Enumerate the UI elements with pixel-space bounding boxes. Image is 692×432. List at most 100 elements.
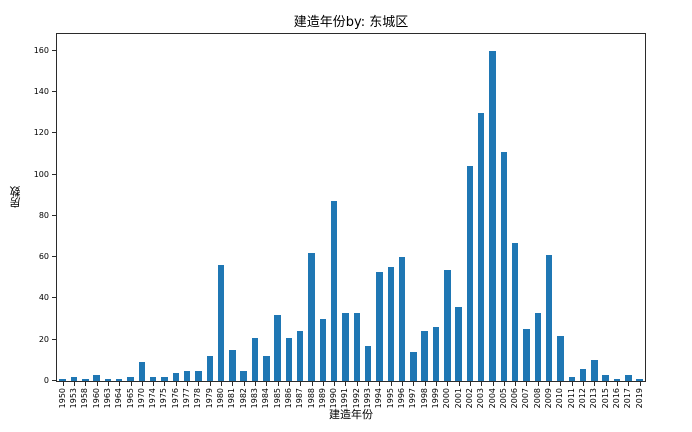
y-tick-label: 160 <box>33 45 49 55</box>
bar-slot-1983: 1983 <box>249 34 260 408</box>
bar-slot-2006: 2006 <box>510 34 521 408</box>
bar-slot-1979: 1979 <box>204 34 215 408</box>
bar-slot-1981: 1981 <box>227 34 238 408</box>
x-tick-mark <box>141 382 143 386</box>
bar-slot-1977: 1977 <box>181 34 192 408</box>
x-tick-mark <box>616 382 618 386</box>
x-tick-mark <box>243 382 245 386</box>
bar-slot-2016: 2016 <box>611 34 622 408</box>
y-tick-mark <box>52 297 56 299</box>
x-tick-mark <box>605 382 607 386</box>
bar-slot-1999: 1999 <box>430 34 441 408</box>
x-tick-mark <box>549 382 551 386</box>
bar-1950 <box>59 378 66 381</box>
bar-slot-1958: 1958 <box>80 34 91 408</box>
x-tick-mark <box>402 382 404 386</box>
bar-2006 <box>511 242 519 381</box>
y-tick-label: 80 <box>38 210 49 220</box>
x-tick-mark <box>368 382 370 386</box>
bar-2009 <box>545 255 553 381</box>
x-tick-mark <box>583 382 585 386</box>
bar-slot-1950: 1950 <box>57 34 68 408</box>
bar-1982 <box>240 370 247 381</box>
bar-1980 <box>217 265 225 381</box>
bar-slot-1985: 1985 <box>272 34 283 408</box>
bar-slot-2005: 2005 <box>498 34 509 408</box>
bar-slot-1997: 1997 <box>408 34 419 408</box>
bar-slot-1960: 1960 <box>91 34 102 408</box>
bar-slot-2000: 2000 <box>442 34 453 408</box>
bars-container: 1950 1953 1958 1960 1963 1964 1965 1970 1974 1975… <box>57 34 645 408</box>
bar-1964 <box>116 378 123 381</box>
bar-2010 <box>557 335 564 381</box>
x-tick-mark <box>209 382 211 386</box>
x-tick-mark <box>503 382 505 386</box>
bar-slot-1991: 1991 <box>340 34 351 408</box>
x-tick-mark <box>254 382 256 386</box>
y-tick-label: 20 <box>38 334 49 344</box>
bar-2017 <box>625 374 632 381</box>
x-tick-mark <box>153 382 155 386</box>
x-tick-mark <box>345 382 347 386</box>
bar-1975 <box>161 376 168 381</box>
x-tick-mark <box>119 382 121 386</box>
x-tick-mark <box>85 382 87 386</box>
x-tick-mark <box>334 382 336 386</box>
bar-slot-2019: 2019 <box>634 34 645 408</box>
bar-slot-1998: 1998 <box>419 34 430 408</box>
bar-slot-2015: 2015 <box>600 34 611 408</box>
bar-slot-2003: 2003 <box>476 34 487 408</box>
bar-1976 <box>172 372 179 381</box>
bar-1970 <box>138 362 146 381</box>
bar-slot-1996: 1996 <box>396 34 407 408</box>
plot-area: 1950 1953 1958 1960 1963 1964 1965 1970 1974 1975… <box>34 33 646 408</box>
x-tick-mark <box>413 382 415 386</box>
x-tick-mark <box>458 382 460 386</box>
x-tick-mark <box>492 382 494 386</box>
bar-1981 <box>229 350 236 381</box>
bar-slot-1982: 1982 <box>238 34 249 408</box>
x-tick-mark <box>356 382 358 386</box>
x-tick-mark <box>560 382 562 386</box>
bar-1996 <box>398 257 406 381</box>
x-tick-mark <box>435 382 437 386</box>
bar-1999 <box>432 327 440 381</box>
bar-slot-1976: 1976 <box>170 34 181 408</box>
bar-2015 <box>602 374 609 381</box>
bar-2012 <box>579 368 587 381</box>
x-tick-mark <box>62 382 64 386</box>
bar-1995 <box>387 267 394 381</box>
bar-1958 <box>82 378 89 381</box>
bar-slot-2017: 2017 <box>623 34 634 408</box>
bar-slot-1990: 1990 <box>329 34 340 408</box>
bar-1977 <box>183 370 191 381</box>
bar-slot-1995: 1995 <box>385 34 396 408</box>
bar-slot-1988: 1988 <box>306 34 317 408</box>
bar-2001 <box>455 306 462 381</box>
bar-1993 <box>364 345 372 381</box>
bar-slot-2011: 2011 <box>566 34 577 408</box>
bar-1974 <box>149 376 157 381</box>
x-tick-mark <box>175 382 177 386</box>
x-tick-mark <box>221 382 223 386</box>
chart-title: 建造年份by: 东城区 <box>293 15 409 30</box>
bar-2019 <box>636 378 643 381</box>
y-tick-label: 60 <box>38 252 49 262</box>
bar-slot-1953: 1953 <box>68 34 79 408</box>
bar-1984 <box>263 356 270 381</box>
x-tick-mark <box>379 382 381 386</box>
x-tick-mark <box>232 382 234 386</box>
x-tick-mark <box>526 382 528 386</box>
y-tick-mark <box>52 380 56 381</box>
y-tick-label: 100 <box>33 169 49 179</box>
x-tick-mark <box>96 382 98 386</box>
x-tick-mark <box>447 382 449 386</box>
bar-slot-2008: 2008 <box>532 34 543 408</box>
x-tick-mark <box>107 382 109 386</box>
x-tick-mark <box>311 382 313 386</box>
y-tick-label: 40 <box>38 293 49 303</box>
bar-2016 <box>613 378 621 381</box>
bar-slot-1970: 1970 <box>136 34 147 408</box>
bar-slot-1989: 1989 <box>317 34 328 408</box>
bar-slot-1984: 1984 <box>261 34 272 408</box>
